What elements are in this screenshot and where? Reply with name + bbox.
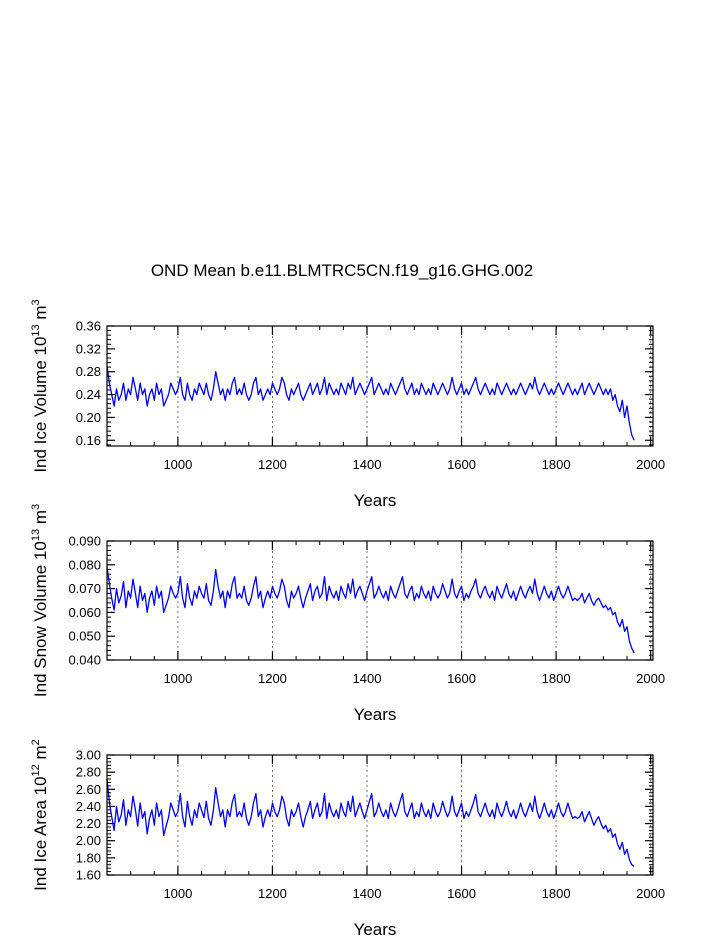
y-tick-label: 0.090 (68, 534, 101, 549)
series-line-ice-volume (106, 365, 635, 441)
y-tick-label: 2.80 (76, 765, 101, 780)
y-tick-label: 0.32 (76, 341, 101, 356)
y-tick-label: 1.60 (76, 868, 101, 883)
x-tick-label: 1600 (447, 886, 476, 901)
x-tick-label: 1400 (353, 671, 382, 686)
x-tick-label: 1800 (542, 671, 571, 686)
chart-panel-ice-volume: 1000 1200 1400 1600 1800 2000 Years 0.16 0.20 0.2… (30, 299, 665, 510)
y-tick-label: 1.80 (76, 850, 101, 865)
series-line-ice-area (106, 778, 635, 867)
y-tick-label: 0.20 (76, 410, 101, 425)
chart-panel-ice-area: 1000 1200 1400 1600 1800 2000 Years 1.60 1.80 2.0… (30, 739, 665, 935)
y-tick-label: 0.16 (76, 433, 101, 448)
x-axis-label: Years (354, 705, 397, 724)
y-tick-label: 0.040 (68, 653, 101, 668)
x-tick-label: 1000 (163, 886, 192, 901)
y-tick-label: 0.050 (68, 629, 101, 644)
y-tick-label: 2.00 (76, 833, 101, 848)
x-tick-label: 1400 (353, 886, 382, 901)
series-line-snow-volume (106, 567, 635, 654)
x-tick-label: 1000 (163, 457, 192, 472)
y-tick-label: 2.20 (76, 816, 101, 831)
y-tick-label: 0.080 (68, 557, 101, 572)
figure-title: OND Mean b.e11.BLMTRC5CN.f19_g16.GHG.002 (151, 261, 533, 280)
x-tick-label: 1400 (353, 457, 382, 472)
x-tick-label: 1800 (542, 886, 571, 901)
x-tick-label: 1200 (258, 886, 287, 901)
x-tick-label: 2000 (636, 457, 665, 472)
y-axis-label: Ind Snow Volume 1013 m3 (30, 504, 50, 697)
chart-panel-snow-volume: 1000 1200 1400 1600 1800 2000 Years 0.040 0.050 0… (30, 504, 665, 724)
y-axis-label: Ind Ice Volume 1013 m3 (30, 299, 50, 472)
y-tick-label: 0.28 (76, 364, 101, 379)
x-tick-label: 1600 (447, 671, 476, 686)
x-tick-label: 1800 (542, 457, 571, 472)
y-tick-label: 3.00 (76, 748, 101, 763)
y-tick-label: 2.40 (76, 799, 101, 814)
y-axis-label: Ind Ice Area 1012 m2 (30, 739, 50, 891)
x-tick-label: 1600 (447, 457, 476, 472)
x-axis-label: Years (354, 491, 397, 510)
y-tick-label: 0.060 (68, 605, 101, 620)
plot-frame (106, 754, 654, 876)
x-axis-label: Years (354, 920, 397, 935)
y-tick-label: 0.36 (76, 319, 101, 334)
y-tick-label: 0.24 (76, 387, 101, 402)
x-tick-label: 1200 (258, 457, 287, 472)
y-tick-label: 2.60 (76, 782, 101, 797)
plot-frame (106, 540, 654, 661)
x-tick-label: 2000 (636, 886, 665, 901)
y-tick-label: 0.070 (68, 581, 101, 596)
x-tick-label: 1000 (163, 671, 192, 686)
x-tick-label: 1200 (258, 671, 287, 686)
plot-frame (106, 325, 654, 447)
x-tick-label: 2000 (636, 671, 665, 686)
